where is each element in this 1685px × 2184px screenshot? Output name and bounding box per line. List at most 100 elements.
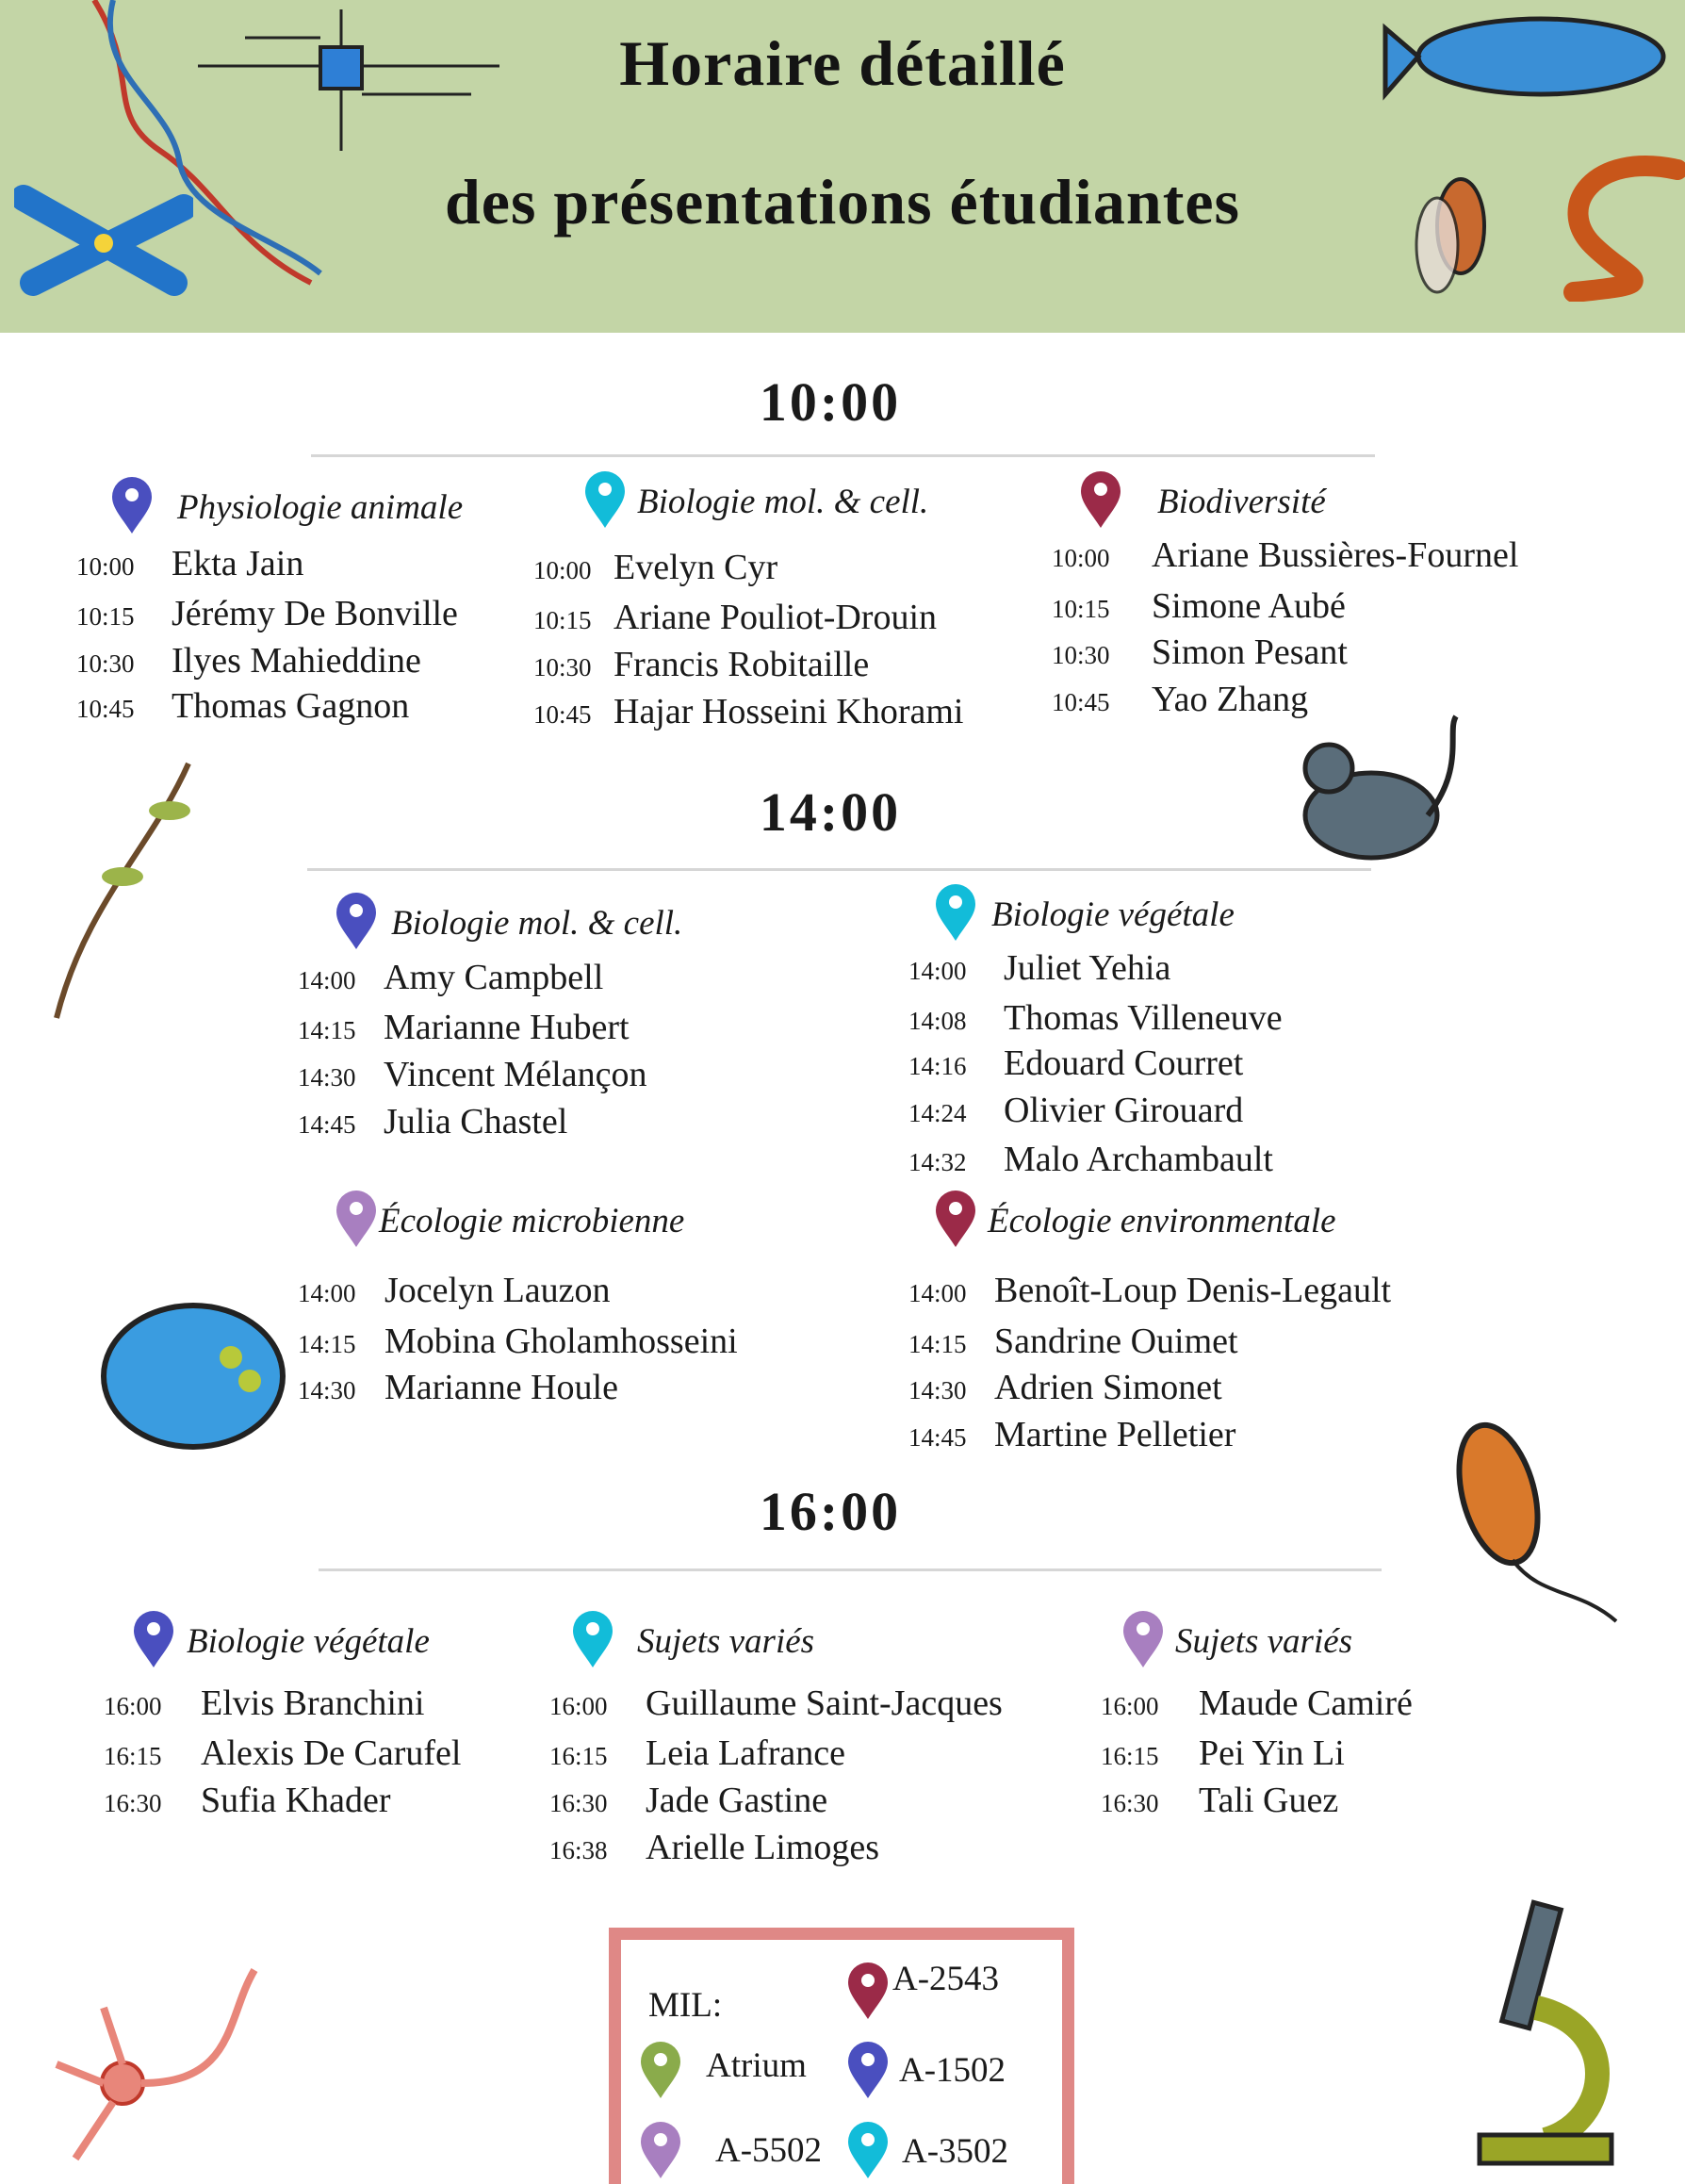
entry-time: 14:15 (298, 1330, 356, 1358)
circuit-chip-icon (198, 9, 499, 151)
entry-time: 14:45 (908, 1423, 967, 1452)
slot-heading: 10:00 (759, 371, 902, 433)
presenter-name: Thomas Gagnon (172, 686, 410, 726)
entry-time: 16:15 (549, 1742, 608, 1770)
presenter-name: Juliet Yehia (1004, 948, 1171, 988)
entry-time: 14:08 (908, 1007, 967, 1035)
entry-time: 10:00 (1052, 544, 1110, 572)
category-label: Biologie végétale (991, 895, 1235, 934)
entry-time: 14:24 (908, 1099, 967, 1127)
entry-time: 14:30 (298, 1376, 356, 1404)
presenter-name: Jérémy De Bonville (172, 594, 458, 633)
bacterium-icon (1456, 1421, 1618, 1623)
chromosome-icon (14, 185, 193, 296)
entry-time: 10:45 (76, 695, 135, 723)
entry-time: 16:38 (549, 1836, 608, 1864)
location-pin (132, 1610, 175, 1668)
entry-time: 10:00 (76, 552, 135, 581)
legend-pin (639, 2041, 682, 2099)
slot-heading: 16:00 (759, 1481, 902, 1542)
location-pin (934, 1190, 977, 1248)
category-label: Sujets variés (637, 1622, 815, 1661)
worm-icon (1563, 156, 1685, 302)
entry-time: 16:15 (1101, 1742, 1159, 1770)
legend-label: A-3502 (902, 2132, 1009, 2171)
presenter-name: Ariane Bussières-Fournel (1152, 535, 1519, 575)
legend-heading: MIL: (648, 1986, 723, 2025)
entry-time: 10:15 (533, 606, 592, 634)
presenter-name: Marianne Houle (384, 1368, 618, 1407)
location-pin (1079, 470, 1122, 529)
entry-time: 14:15 (908, 1330, 967, 1358)
map-pin-icon (936, 1191, 975, 1247)
map-pin-icon (336, 893, 376, 949)
presenter-name: Simon Pesant (1152, 632, 1348, 672)
map-pin-icon (1081, 471, 1121, 528)
presenter-name: Adrien Simonet (994, 1368, 1222, 1407)
legend-pin (846, 2041, 890, 2099)
location-legend: MIL: A-2543 Atrium A-1502 A-5502 A-3502 (609, 1928, 1074, 2184)
category-label: Biologie mol. & cell. (637, 483, 929, 521)
zebrafish-icon (1382, 16, 1666, 101)
presenter-name: Edouard Courret (1004, 1043, 1244, 1083)
map-pin-icon (112, 477, 152, 534)
location-pin (583, 470, 627, 529)
entry-time: 10:15 (1052, 595, 1110, 623)
map-pin-icon (1123, 1611, 1163, 1667)
entry-time: 10:15 (76, 602, 135, 631)
header-banner: Horaire détaillé des présentations étudi… (0, 0, 1685, 333)
presenter-name: Jocelyn Lauzon (384, 1271, 611, 1310)
map-pin-icon (641, 2122, 680, 2178)
presenter-name: Thomas Villeneuve (1004, 998, 1283, 1038)
entry-time: 14:30 (298, 1063, 356, 1092)
presenter-name: Sandrine Ouimet (994, 1322, 1238, 1361)
section-divider (307, 868, 1371, 871)
entry-time: 16:30 (104, 1789, 162, 1817)
legend-label: A-1502 (899, 2051, 1006, 2090)
presenter-name: Evelyn Cyr (613, 548, 778, 587)
location-pin (335, 892, 378, 950)
category-label: Sujets variés (1175, 1622, 1353, 1661)
section-divider (311, 454, 1375, 457)
presenter-name: Elvis Branchini (201, 1683, 425, 1723)
entry-time: 10:30 (1052, 641, 1110, 669)
map-pin-icon (848, 1962, 888, 2019)
entry-time: 10:30 (76, 649, 135, 678)
presenter-name: Amy Campbell (384, 958, 604, 997)
presenter-name: Olivier Girouard (1004, 1091, 1244, 1130)
entry-time: 10:45 (533, 700, 592, 729)
location-pin (110, 476, 154, 534)
presenter-name: Pei Yin Li (1199, 1733, 1345, 1773)
entry-time: 14:45 (298, 1110, 356, 1139)
presenter-name: Julia Chastel (384, 1102, 568, 1141)
location-pin (335, 1190, 378, 1248)
entry-time: 16:00 (549, 1692, 608, 1720)
legend-label: Atrium (706, 2046, 807, 2085)
presenter-name: Sufia Khader (201, 1781, 391, 1820)
section-divider (319, 1568, 1382, 1571)
presenter-name: Tali Guez (1199, 1781, 1339, 1820)
entry-time: 16:00 (1101, 1692, 1159, 1720)
slot-heading: 14:00 (759, 781, 902, 843)
microscope-icon (1477, 1899, 1614, 2166)
map-pin-icon (848, 2122, 888, 2178)
neuron-icon (55, 1967, 258, 2161)
presenter-name: Arielle Limoges (646, 1828, 879, 1867)
location-pin (571, 1610, 614, 1668)
dna-icon (91, 0, 322, 286)
legend-pin (846, 2121, 890, 2179)
entry-time: 14:30 (908, 1376, 967, 1404)
daphnia-icon (101, 1303, 286, 1450)
presenter-name: Mobina Gholamhosseini (384, 1322, 738, 1361)
entry-time: 16:30 (1101, 1789, 1159, 1817)
presenter-name: Martine Pelletier (994, 1415, 1236, 1454)
presenter-name: Francis Robitaille (613, 645, 870, 684)
category-label: Physiologie animale (177, 488, 464, 527)
entry-time: 14:00 (908, 957, 967, 985)
entry-time: 16:30 (549, 1789, 608, 1817)
presenter-name: Leia Lafrance (646, 1733, 845, 1773)
legend-pin (639, 2121, 682, 2179)
category-label: Biologie végétale (187, 1622, 430, 1661)
category-label: Biologie mol. & cell. (391, 904, 683, 943)
entry-time: 14:00 (298, 1279, 356, 1307)
